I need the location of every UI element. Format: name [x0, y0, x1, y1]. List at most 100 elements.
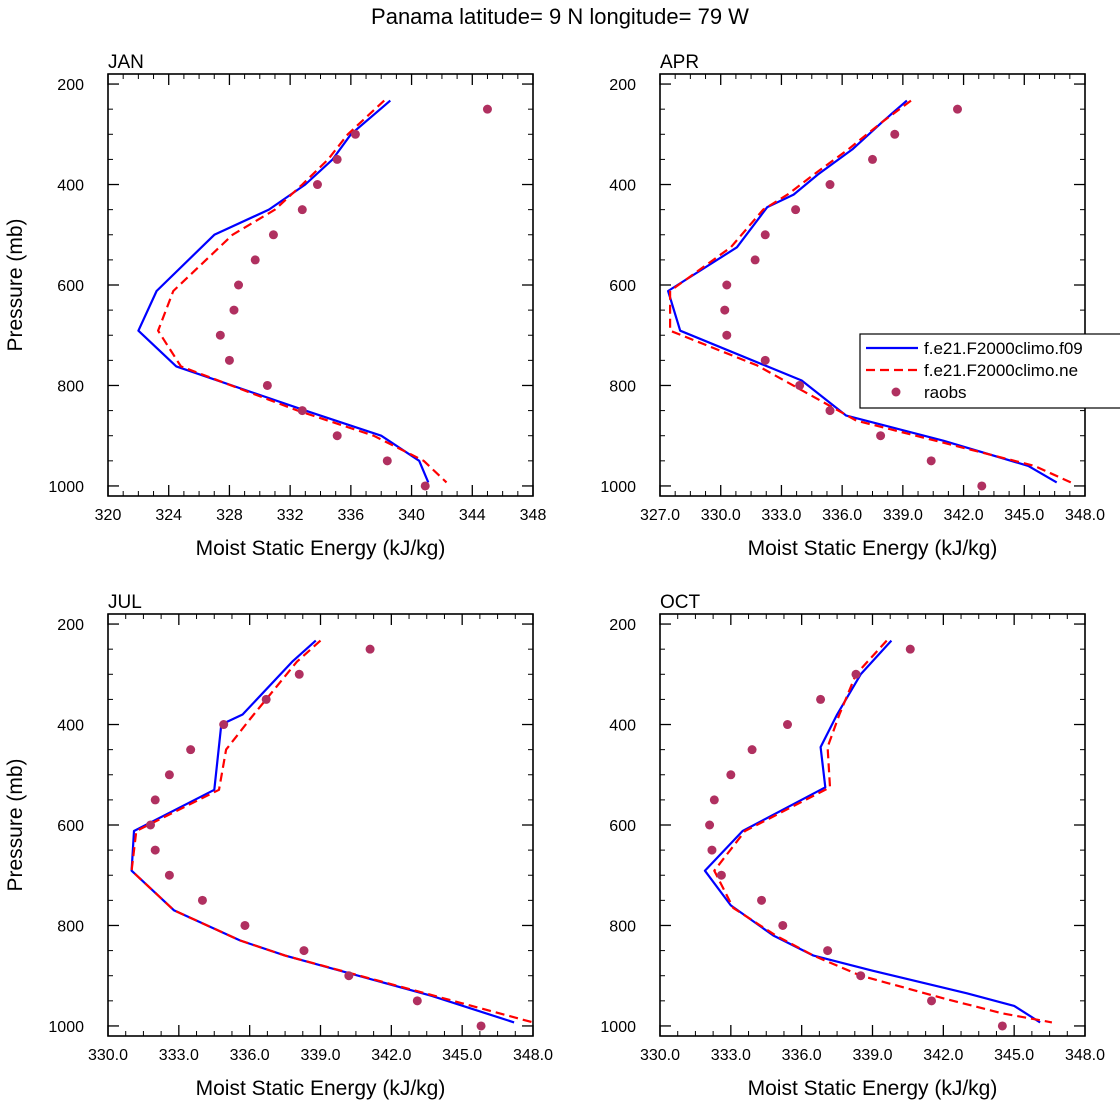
raobs-point	[482, 104, 492, 114]
legend-label: f.e21.F2000climo.ne	[924, 361, 1078, 380]
raobs-point	[215, 330, 225, 340]
raobs-point	[150, 795, 160, 805]
x-tick-label: 339.0	[852, 1047, 892, 1064]
x-tick-label: 330.0	[701, 507, 741, 524]
raobs-point	[164, 770, 174, 780]
raobs-point	[720, 305, 730, 315]
panel-title: APR	[660, 52, 699, 73]
x-tick-label: 342.0	[944, 507, 984, 524]
x-tick-label: 345.0	[442, 1047, 482, 1064]
x-tick-label: 330.0	[640, 1047, 680, 1064]
y-axis-label: Pressure (mb)	[4, 758, 27, 891]
y-tick-label: 200	[57, 617, 84, 634]
raobs-point	[197, 895, 207, 905]
panel-title: JUL	[108, 592, 142, 613]
raobs-point	[890, 129, 900, 139]
raobs-point	[927, 996, 937, 1006]
x-tick-label: 339.0	[883, 507, 923, 524]
raobs-point	[953, 104, 962, 114]
panel-jul: 330.0 333.0 336.0 339.0 342.0 345.0 348.0 200 40…	[4, 592, 553, 1100]
x-axis-label: Moist Static Energy (kJ/kg)	[196, 537, 446, 560]
raobs-point	[760, 230, 770, 240]
raobs-point	[707, 845, 717, 855]
raobs-point	[997, 1021, 1007, 1031]
panel-oct: 330.0 333.0 336.0 339.0 342.0 345.0 348.0 200 40…	[600, 592, 1105, 1100]
y-tick-label: 200	[57, 77, 84, 94]
panel-jan: 320 324 328 332 336 340 344 348 200 400 600 800 1000…	[4, 52, 546, 560]
x-axis-label: Moist Static Energy (kJ/kg)	[196, 1077, 446, 1100]
x-tick-label: 348	[520, 507, 547, 524]
x-axis-label: Moist Static Energy (kJ/kg)	[748, 537, 998, 560]
raobs-point	[412, 996, 422, 1006]
raobs-point	[476, 1021, 486, 1031]
x-tick-label: 328	[216, 507, 243, 524]
legend-marker-raobs	[891, 387, 901, 397]
raobs-point	[365, 644, 375, 654]
raobs-point	[344, 971, 354, 981]
x-tick-label: 336.0	[782, 1047, 822, 1064]
y-tick-label: 600	[609, 278, 636, 295]
raobs-point	[312, 180, 322, 190]
x-tick-label: 336.0	[822, 507, 862, 524]
y-tick-label: 400	[57, 178, 84, 195]
y-tick-label: 400	[609, 178, 636, 195]
raobs-point	[795, 380, 805, 390]
figure-title: Panama latitude= 9 N longitude= 79 W	[371, 4, 749, 29]
x-tick-label: 344	[459, 507, 486, 524]
raobs-point	[150, 845, 160, 855]
raobs-point	[926, 456, 936, 466]
raobs-point	[250, 255, 260, 265]
series-f-e21-f2000climo-ne-line	[157, 99, 448, 484]
x-tick-label: 333.0	[711, 1047, 751, 1064]
x-tick-label: 345.0	[1004, 507, 1044, 524]
panel-apr: 327.0 330.0 333.0 336.0 339.0 342.0 345.0 348.0…	[600, 52, 1120, 560]
raobs-point	[294, 669, 304, 679]
raobs-point	[791, 205, 801, 215]
x-tick-label: 345.0	[994, 1047, 1034, 1064]
x-tick-label: 339.0	[300, 1047, 340, 1064]
y-tick-label: 800	[609, 918, 636, 935]
y-tick-label: 800	[57, 378, 84, 395]
raobs-point	[816, 694, 826, 704]
legend-label: f.e21.F2000climo.f09	[924, 339, 1083, 358]
series-f-e21-f2000climo-ne-line	[130, 639, 533, 1024]
raobs-point	[261, 694, 271, 704]
raobs-point	[332, 431, 342, 441]
raobs-point	[856, 971, 866, 981]
raobs-point	[905, 644, 915, 654]
raobs-point	[332, 154, 342, 164]
panel-title: OCT	[660, 592, 701, 613]
x-tick-label: 320	[95, 507, 122, 524]
y-tick-label: 800	[57, 918, 84, 935]
raobs-point	[382, 456, 392, 466]
raobs-point	[876, 431, 886, 441]
raobs-point	[224, 355, 234, 365]
y-tick-label: 1000	[48, 479, 84, 496]
series-group	[666, 99, 1072, 491]
raobs-point	[722, 280, 732, 290]
plot-frame	[659, 613, 1086, 1037]
y-tick-label: 800	[609, 378, 636, 395]
x-tick-label: 348.0	[1065, 507, 1105, 524]
panels: 320 324 328 332 336 340 344 348 200 400 600 800 1000…	[4, 52, 1120, 1100]
raobs-point	[705, 820, 715, 830]
raobs-point	[747, 745, 757, 755]
raobs-point	[757, 895, 767, 905]
x-tick-label: 342.0	[371, 1047, 411, 1064]
raobs-point	[350, 129, 360, 139]
panel-title: JAN	[108, 52, 144, 73]
series-f-e21-f2000climo-ne-line	[713, 639, 1053, 1024]
series-group	[703, 639, 1053, 1031]
series-f-e21-f2000climo-f09-line	[137, 99, 430, 483]
y-tick-label: 400	[609, 718, 636, 735]
raobs-point	[825, 180, 835, 190]
raobs-point	[299, 946, 309, 956]
x-tick-label: 327.0	[640, 507, 680, 524]
raobs-point	[164, 870, 174, 880]
y-tick-label: 200	[609, 77, 636, 94]
legend-box	[859, 333, 1120, 409]
x-tick-label: 333.0	[761, 507, 801, 524]
x-tick-label: 340	[398, 507, 425, 524]
raobs-point	[977, 481, 987, 491]
y-tick-label: 600	[57, 278, 84, 295]
